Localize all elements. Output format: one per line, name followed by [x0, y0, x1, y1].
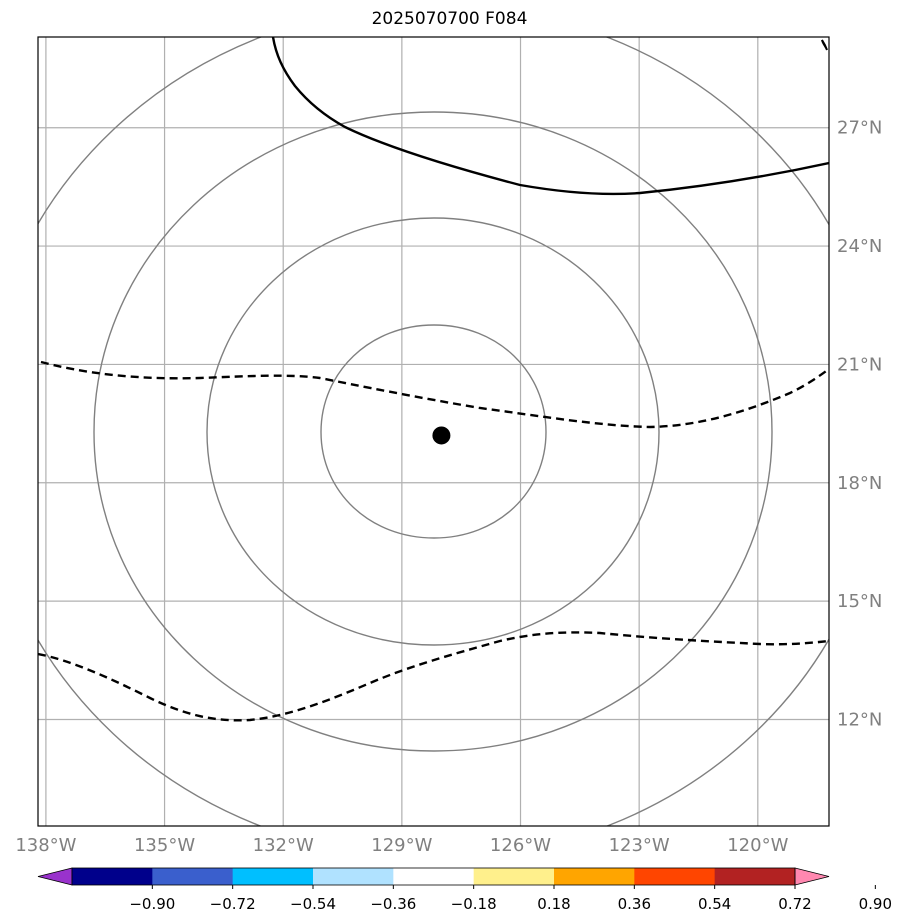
colorbar-extend-low	[37, 867, 73, 886]
negative-contour-north	[40, 360, 829, 429]
graticule	[38, 37, 829, 826]
colorbar-segment	[714, 868, 796, 885]
latitude-label: 18°N	[837, 473, 882, 494]
colorbar-tick-label: 0.72	[778, 895, 811, 913]
latitude-label: 21°N	[837, 354, 882, 375]
longitude-label: 126°W	[490, 835, 551, 856]
longitude-label: 132°W	[253, 835, 314, 856]
colorbar-segment	[232, 868, 314, 885]
positive-contour-small	[821, 39, 828, 51]
positive-contour-line	[271, 37, 829, 196]
range-ring-2	[206, 217, 660, 646]
colorbar-segment	[313, 868, 394, 885]
colorbar-segment	[634, 868, 716, 885]
map-frame	[37, 36, 830, 827]
longitude-label: 123°W	[609, 835, 670, 856]
map-title: 2025070700 F084	[371, 9, 528, 29]
contours	[38, 37, 829, 722]
range-ring-1	[320, 324, 547, 539]
colorbar-tick-label: −0.36	[370, 895, 416, 913]
longitude-label: 138°W	[15, 835, 76, 856]
latitude-labels: 27°N 24°N 21°N 18°N 15°N 12°N	[837, 118, 882, 731]
latitude-label: 12°N	[837, 709, 882, 730]
longitude-label: 135°W	[134, 835, 195, 856]
latitude-label: 24°N	[837, 236, 882, 257]
colorbar-tick-label: −0.72	[210, 895, 256, 913]
colorbar-segment	[152, 868, 234, 885]
colorbar-tick-label: 0.18	[537, 895, 570, 913]
negative-contour-south	[38, 631, 829, 722]
colorbar-tick-label: 0.36	[618, 895, 651, 913]
colorbar-segment	[473, 868, 555, 885]
colorbar-segment	[72, 868, 153, 885]
colorbar-extend-high	[794, 867, 830, 886]
colorbar-tick-label: −0.18	[451, 895, 497, 913]
latitude-label: 15°N	[837, 591, 882, 612]
latitude-label: 27°N	[837, 118, 882, 139]
colorbar: −0.90 −0.72 −0.54 −0.36 −0.18 0.18 0.36 0.54 0.7…	[37, 867, 892, 913]
colorbar-tick-label: 0.90	[859, 895, 892, 913]
colorbar-tick-label: −0.54	[290, 895, 336, 913]
storm-center-marker	[432, 426, 451, 445]
longitude-labels: 138°W 135°W 132°W 129°W 126°W 123°W 120°W	[15, 835, 788, 856]
longitude-label: 120°W	[727, 835, 788, 856]
colorbar-tick-label: −0.90	[129, 895, 175, 913]
longitude-label: 129°W	[371, 835, 432, 856]
colorbar-tick-label: 0.54	[698, 895, 731, 913]
colorbar-outline	[71, 867, 796, 886]
range-ring-3	[93, 111, 773, 752]
colorbar-segment	[554, 868, 635, 885]
colorbar-segment	[393, 868, 475, 885]
